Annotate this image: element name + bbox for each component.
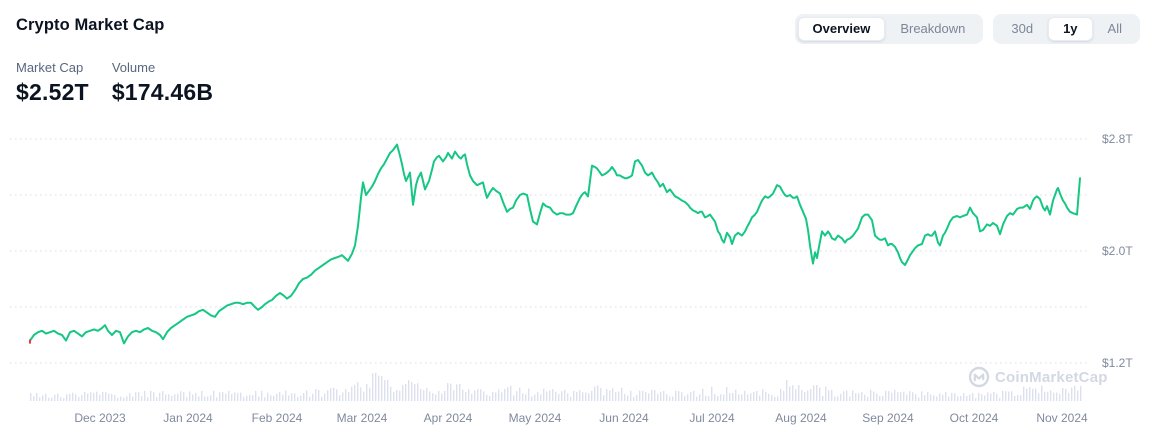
market-cap-value: $2.52T xyxy=(16,79,89,105)
view-toggle-breakdown[interactable]: Breakdown xyxy=(900,21,966,36)
range-toggle-30d[interactable]: 30d xyxy=(1011,21,1034,36)
volume-label: Volume xyxy=(111,60,156,75)
x-axis-label-jan-2024: Jan 2024 xyxy=(163,411,213,425)
volume-stat: Volume $174.46B xyxy=(112,60,213,106)
x-axis-label-nov-2024: Nov 2024 xyxy=(1036,411,1088,425)
volume-value: $174.46B xyxy=(111,79,214,105)
y-axis-tick-1-2T: $1.2T xyxy=(1102,356,1133,370)
x-axis-label-dec-2023: Dec 2023 xyxy=(74,411,126,425)
view-toggle-overview[interactable]: Overview xyxy=(797,17,886,41)
x-axis-label-oct-2024: Oct 2024 xyxy=(949,411,999,425)
range-toggle-all[interactable]: All xyxy=(1107,21,1122,36)
x-axis-label-may-2024: May 2024 xyxy=(508,411,562,425)
x-axis-label-feb-2024: Feb 2024 xyxy=(251,411,303,425)
x-axis-label-jun-2024: Jun 2024 xyxy=(599,411,649,425)
page-title: Crypto Market Cap xyxy=(16,16,165,34)
x-axis-label-aug-2024: Aug 2024 xyxy=(775,411,827,425)
chart-controls: Overview Breakdown 30d 1y All xyxy=(794,14,1140,44)
y-axis-tick-2-0T: $2.0T xyxy=(1102,244,1133,258)
view-toggle-group: Overview Breakdown xyxy=(794,14,984,44)
y-axis-tick-2-8T: $2.8T xyxy=(1102,132,1133,146)
range-toggle-group: 30d 1y All xyxy=(993,14,1140,44)
market-cap-label: Market Cap xyxy=(16,60,84,75)
stats-row: Market Cap $2.52T Volume $174.46B xyxy=(16,60,213,106)
range-toggle-1y[interactable]: 1y xyxy=(1048,17,1093,41)
x-axis-label-apr-2024: Apr 2024 xyxy=(423,411,473,425)
x-axis-label-jul-2024: Jul 2024 xyxy=(689,411,735,425)
x-axis-label-sep-2024: Sep 2024 xyxy=(862,411,914,425)
market-cap-stat: Market Cap $2.52T xyxy=(16,60,89,106)
x-axis-label-mar-2024: Mar 2024 xyxy=(336,411,388,425)
